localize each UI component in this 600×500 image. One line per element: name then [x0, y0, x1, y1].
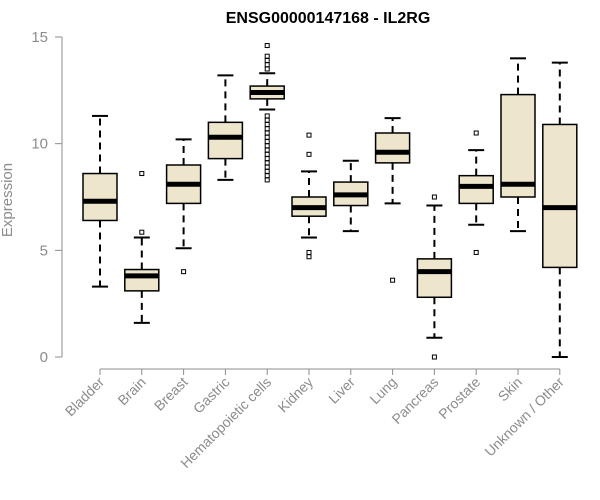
box-bladder [82, 114, 118, 288]
outlier-point [264, 160, 270, 166]
x-tick-label: Bladder [62, 374, 108, 420]
boxes-layer [82, 43, 578, 360]
outlier-point [264, 177, 270, 183]
y-axis: 0 5 10 15 [31, 29, 63, 366]
outlier-point [264, 156, 270, 162]
outlier-point [431, 354, 437, 360]
box-body [500, 93, 536, 198]
box-body [124, 268, 160, 292]
outlier-point [390, 277, 396, 283]
outlier-point [473, 249, 479, 255]
outlier-point [264, 53, 270, 59]
outlier-point [264, 57, 270, 63]
outlier-point [264, 139, 270, 145]
y-tick-label: 5 [40, 242, 48, 259]
box-pancreas [416, 194, 453, 360]
box-lung [374, 117, 411, 283]
box-body [207, 121, 244, 160]
box-body [458, 174, 494, 205]
outlier-point [473, 130, 479, 136]
outlier-point [306, 254, 312, 260]
outlier-point [139, 229, 145, 235]
box-body [416, 258, 453, 299]
outlier-point [264, 117, 270, 123]
x-tick-label: Brain [114, 374, 148, 408]
outlier-point [264, 151, 270, 157]
outlier-point [264, 43, 270, 49]
outlier-point [264, 164, 270, 170]
box-brain [124, 171, 160, 324]
box-breast [165, 138, 202, 275]
outlier-point [431, 194, 437, 200]
box-kidney [291, 132, 327, 260]
outlier-point [264, 126, 270, 132]
chart-title: ENSG00000147168 - IL2RG [226, 10, 431, 27]
box-gastric [207, 74, 244, 181]
outlier-point [264, 173, 270, 179]
box-prostate [458, 130, 494, 255]
box-unknown-other [542, 61, 578, 358]
outlier-point [264, 143, 270, 149]
box-hematopoietic-cells [249, 43, 285, 183]
outlier-point [306, 132, 312, 138]
outlier-point [264, 168, 270, 174]
x-tick-label: Kidney [275, 374, 317, 416]
outlier-point [181, 269, 187, 275]
y-tick-label: 0 [40, 349, 48, 366]
x-tick-label: Unknown / Other [481, 374, 567, 460]
box-body [542, 123, 578, 269]
outlier-point [264, 62, 270, 68]
outlier-point [306, 249, 312, 255]
x-tick-label: Lung [366, 374, 399, 407]
outlier-point [264, 113, 270, 119]
box-skin [500, 57, 536, 233]
outlier-point [264, 121, 270, 127]
outlier-point [264, 147, 270, 153]
outlier-point [306, 151, 312, 157]
box-body [374, 132, 411, 164]
box-body [82, 172, 118, 222]
y-tick-label: 10 [31, 136, 48, 153]
outlier-point [264, 130, 270, 136]
outlier-point [264, 134, 270, 140]
x-tick-label: Breast [151, 374, 191, 414]
outlier-point [139, 171, 145, 177]
y-tick-label: 15 [31, 29, 48, 46]
x-tick-label: Prostate [435, 374, 483, 422]
x-tick-label: Skin [495, 374, 526, 405]
x-tick-label: Liver [325, 374, 358, 407]
box-liver [333, 159, 369, 233]
y-axis-label: Expression [0, 163, 16, 237]
outlier-point [264, 66, 270, 72]
